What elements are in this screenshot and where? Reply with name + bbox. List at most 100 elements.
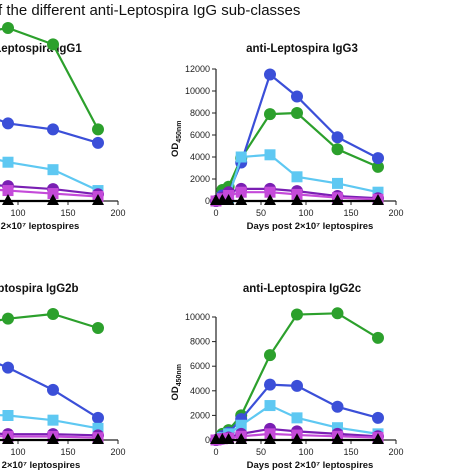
- data-point-green: [264, 108, 276, 121]
- data-point-blue: [331, 400, 344, 413]
- series-line-purple: [0, 184, 99, 196]
- x-axis-label: Days post 2×10⁷ leptospires: [247, 460, 374, 471]
- x-tick-label: 50: [256, 208, 266, 218]
- data-point-cyan: [47, 164, 59, 176]
- data-point-green: [372, 160, 384, 173]
- data-point-black: [291, 433, 303, 444]
- data-point-green: [331, 143, 344, 156]
- y-tick-label: 0: [205, 435, 210, 445]
- data-point-cyan: [372, 186, 384, 198]
- y-tick-label: 4000: [190, 152, 210, 162]
- data-point-green: [264, 349, 276, 362]
- data-point-cyan: [92, 422, 104, 434]
- x-tick-label: 200: [110, 447, 125, 457]
- x-tick-label: 100: [10, 447, 25, 457]
- data-point-cyan: [291, 412, 303, 424]
- data-point-cyan: [2, 410, 14, 421]
- x-axis-label: t 2×10⁷ leptospires: [0, 460, 80, 471]
- x-tick-label: 200: [388, 447, 403, 457]
- data-point-blue: [291, 379, 303, 392]
- series-line-magenta: [0, 435, 99, 439]
- data-point-black: [235, 433, 248, 444]
- x-tick-label: 50: [256, 447, 266, 457]
- chart-title: anti-Leptospira IgG3: [246, 43, 358, 55]
- series-line-cyan: [0, 159, 99, 192]
- x-tick-label: 150: [60, 447, 75, 457]
- series-line-green: [0, 26, 99, 130]
- data-point-cyan: [264, 400, 276, 412]
- chart-title: ptospira IgG2b: [0, 283, 79, 295]
- data-point-black: [331, 433, 344, 444]
- data-point-green: [2, 21, 14, 34]
- data-point-cyan: [2, 156, 14, 168]
- y-tick-label: 2000: [190, 174, 210, 184]
- data-point-black: [47, 194, 59, 205]
- data-point-magenta: [264, 186, 276, 198]
- data-point-black: [92, 194, 104, 205]
- data-point-black: [222, 194, 235, 205]
- x-tick-label: 100: [298, 208, 313, 218]
- data-point-cyan: [264, 149, 276, 161]
- figure-heading: f the different anti-Leptospira IgG sub-…: [0, 2, 300, 19]
- data-point-black: [2, 433, 14, 444]
- data-point-green: [291, 107, 303, 119]
- data-point-blue: [92, 411, 104, 424]
- y-tick-label: 12000: [185, 64, 210, 74]
- data-point-magenta: [2, 185, 14, 197]
- data-point-blue: [2, 117, 14, 130]
- chart-title: Leptospira IgG1: [0, 43, 82, 55]
- x-tick-label: 150: [60, 208, 75, 218]
- x-axis-label: 2×10⁷ leptospires: [1, 221, 80, 232]
- data-point-green: [92, 322, 104, 334]
- data-point-green: [331, 307, 344, 320]
- data-point-black: [2, 194, 14, 205]
- series-line-purple: [0, 432, 99, 437]
- data-point-cyan: [291, 171, 303, 183]
- data-point-black: [47, 433, 59, 444]
- data-point-cyan: [235, 419, 247, 431]
- data-point-black: [222, 433, 235, 444]
- series-line-magenta: [0, 188, 99, 198]
- data-point-blue: [372, 411, 384, 424]
- data-point-blue: [2, 361, 14, 374]
- data-point-black: [331, 194, 344, 205]
- chart-panel-4: anti-Leptospira IgG2c0200040006000800010…: [170, 283, 404, 471]
- data-point-green: [47, 308, 59, 320]
- data-point-black: [235, 194, 248, 205]
- data-point-blue: [291, 90, 303, 103]
- chart-panel-2: anti-Leptospira IgG302000400060008000100…: [170, 43, 404, 232]
- y-tick-label: 6000: [190, 361, 210, 371]
- y-tick-label: 8000: [190, 337, 210, 347]
- data-point-blue: [264, 68, 276, 81]
- data-point-cyan: [235, 151, 247, 163]
- data-point-blue: [47, 123, 59, 136]
- y-axis-label: OD450nm: [170, 121, 183, 157]
- series-line-blue: [0, 363, 99, 419]
- data-point-black: [372, 433, 384, 444]
- data-point-cyan: [47, 414, 59, 426]
- series-line-green: [0, 312, 99, 330]
- y-tick-label: 6000: [190, 130, 210, 140]
- x-axis-label: Days post 2×10⁷ leptospires: [247, 221, 374, 232]
- data-point-black: [372, 194, 384, 205]
- data-point-cyan: [332, 177, 343, 189]
- data-point-green: [372, 331, 384, 344]
- x-tick-label: 100: [298, 447, 313, 457]
- data-point-green: [291, 308, 303, 321]
- y-tick-label: 10000: [185, 312, 210, 322]
- data-point-blue: [331, 131, 344, 144]
- series-line-blue: [0, 119, 99, 144]
- y-tick-label: 2000: [190, 410, 210, 420]
- x-tick-label: 150: [343, 447, 358, 457]
- x-tick-label: 100: [10, 208, 25, 218]
- y-tick-label: 4000: [190, 386, 210, 396]
- x-tick-label: 200: [110, 208, 125, 218]
- data-point-blue: [92, 136, 104, 149]
- data-point-green: [92, 123, 104, 136]
- x-tick-label: 0: [213, 447, 218, 457]
- plots-container: Leptospira IgG1 100 150 200 2×10⁷ leptospire…: [0, 21, 404, 471]
- chart-panel-1: Leptospira IgG1 100 150 200 2×10⁷ leptospire…: [0, 21, 126, 232]
- y-tick-label: 10000: [185, 86, 210, 96]
- data-point-blue: [372, 152, 384, 165]
